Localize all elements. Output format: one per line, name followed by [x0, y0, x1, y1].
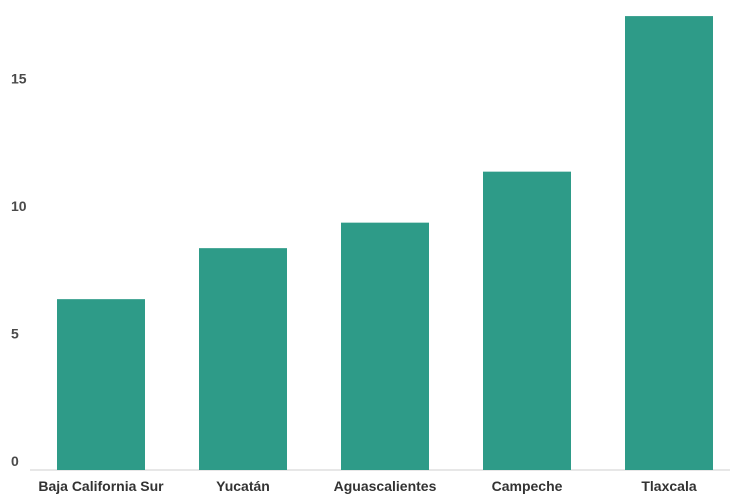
x-axis-labels: Baja California Sur Yucatán Aguascalientes… [38, 478, 696, 494]
y-tick-label: 5 [11, 326, 19, 342]
x-category-label: Campeche [492, 478, 563, 494]
bar [57, 299, 145, 470]
bar [625, 16, 713, 470]
y-tick-label: 10 [11, 198, 27, 214]
x-category-label: Aguascalientes [334, 478, 437, 494]
x-category-label: Baja California Sur [38, 478, 164, 494]
x-category-label: Tlaxcala [641, 478, 696, 494]
bar [199, 248, 287, 470]
y-tick-label: 0 [11, 453, 19, 469]
y-axis-ticks: 0 5 10 15 [11, 71, 27, 470]
bar [483, 171, 571, 470]
y-tick-label: 15 [11, 71, 27, 87]
bar [341, 222, 429, 470]
bars [57, 16, 713, 470]
x-category-label: Yucatán [216, 478, 270, 494]
